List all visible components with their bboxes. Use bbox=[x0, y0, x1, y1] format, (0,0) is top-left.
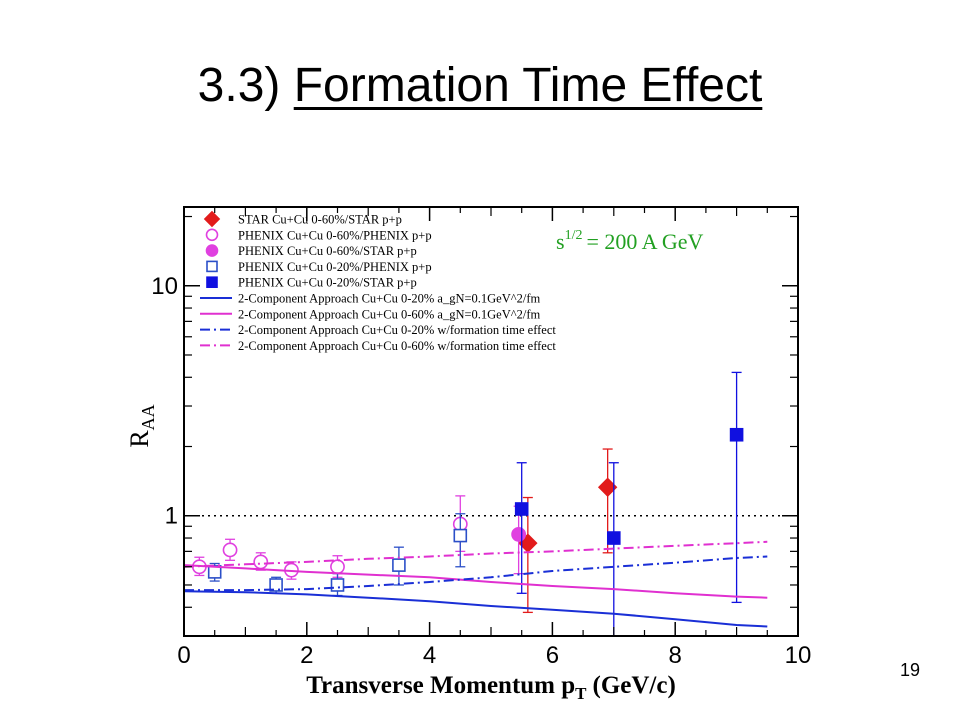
legend-label: PHENIX Cu+Cu 0-20%/PHENIX p+p bbox=[238, 260, 432, 274]
legend-label: 2-Component Approach Cu+Cu 0-20% w/forma… bbox=[238, 323, 556, 337]
data-point bbox=[205, 228, 219, 242]
legend-label: 2-Component Approach Cu+Cu 0-60% a_gN=0.… bbox=[238, 307, 540, 321]
legend-label: STAR Cu+Cu 0-60%/STAR p+p bbox=[238, 213, 402, 227]
series-line bbox=[183, 564, 768, 599]
y-axis-label-sub: AA bbox=[138, 404, 158, 430]
axis-ticks: 0 2 4 6 8 10 1 10 bbox=[151, 207, 811, 669]
x-tick-label: 8 bbox=[669, 642, 682, 669]
slide-title-main: Formation Time Effect bbox=[293, 59, 763, 112]
data-point bbox=[269, 578, 283, 592]
x-axis-label-main: Transverse Momentum p bbox=[306, 672, 575, 699]
annotation-rest: = 200 A GeV bbox=[586, 229, 703, 254]
data-point bbox=[511, 526, 527, 542]
y-tick-label: 1 bbox=[165, 503, 178, 530]
legend-label: PHENIX Cu+Cu 0-20%/STAR p+p bbox=[238, 276, 417, 290]
legend-label: 2-Component Approach Cu+Cu 0-60% w/forma… bbox=[238, 339, 556, 353]
x-tick-label: 0 bbox=[177, 642, 190, 669]
x-tick-label: 6 bbox=[546, 642, 559, 669]
legend-label: 2-Component Approach Cu+Cu 0-20% a_gN=0.… bbox=[238, 292, 540, 306]
annotation-base: s bbox=[556, 229, 565, 254]
annotation-exp: 1/2 bbox=[565, 228, 583, 243]
y-axis-label: RAA bbox=[125, 404, 158, 447]
y-axis-label-main: R bbox=[125, 430, 154, 448]
data-point bbox=[330, 578, 345, 592]
energy-annotation: s1/2 = 200 A GeV bbox=[556, 228, 703, 254]
data-point bbox=[205, 244, 219, 257]
data-point bbox=[206, 276, 218, 289]
slide-title-prefix: 3.3) bbox=[197, 59, 281, 112]
plot-layer bbox=[183, 371, 798, 636]
data-point bbox=[392, 558, 406, 572]
legend-label: PHENIX Cu+Cu 0-60%/STAR p+p bbox=[238, 244, 417, 258]
data-point bbox=[453, 528, 468, 543]
series-line bbox=[183, 590, 768, 628]
data-point bbox=[514, 502, 529, 516]
data-point bbox=[203, 210, 221, 228]
x-axis-label: Transverse Momentum pT (GeV/c) bbox=[306, 672, 676, 703]
data-point bbox=[222, 542, 238, 558]
data-point bbox=[330, 559, 345, 575]
x-axis-label-unit: (GeV/c) bbox=[593, 672, 676, 699]
data-point bbox=[206, 260, 218, 273]
x-tick-label: 10 bbox=[785, 642, 812, 669]
page-number: 19 bbox=[899, 660, 920, 680]
x-tick-label: 4 bbox=[423, 642, 436, 669]
series-line bbox=[183, 540, 768, 568]
data-point bbox=[729, 427, 744, 442]
data-point bbox=[253, 554, 269, 570]
x-tick-label: 2 bbox=[300, 642, 313, 669]
series-line bbox=[184, 555, 768, 592]
y-tick-label: 10 bbox=[151, 273, 178, 300]
x-axis-label-sub: T bbox=[575, 684, 587, 703]
data-point bbox=[606, 531, 621, 545]
slide-title: 3.3) Formation Time Effect bbox=[0, 58, 960, 113]
legend-label: PHENIX Cu+Cu 0-60%/PHENIX p+p bbox=[238, 228, 432, 242]
